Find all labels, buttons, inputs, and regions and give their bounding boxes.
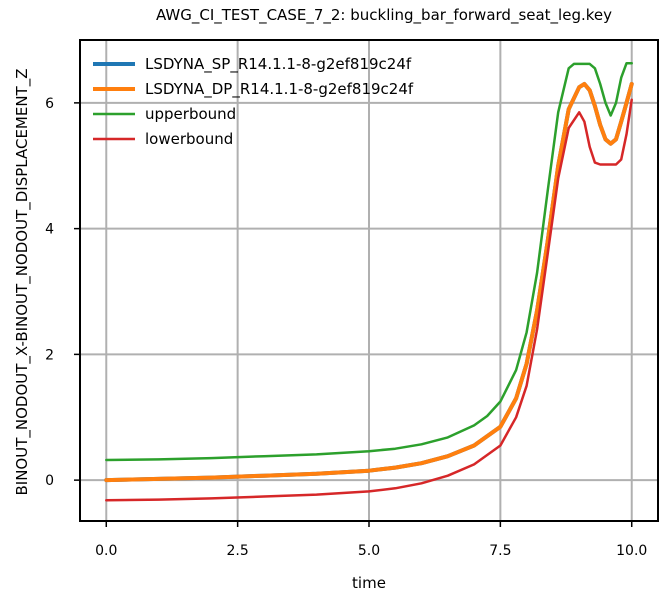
y-tick-label: 6 <box>45 96 54 112</box>
y-tick-label: 2 <box>45 347 54 363</box>
y-axis-label: BINOUT_NODOUT_X-BINOUT_NODOUT_DISPLACEME… <box>13 69 32 496</box>
chart-title: AWG_CI_TEST_CASE_7_2: buckling_bar_forwa… <box>156 6 612 25</box>
series-line-upperbound <box>105 62 633 462</box>
y-tick-label: 4 <box>45 222 54 238</box>
series-lines <box>104 62 634 502</box>
series-line-lowerbound <box>105 98 633 502</box>
legend-label: upperbound <box>145 105 236 123</box>
x-tick-label: 2.5 <box>227 543 249 559</box>
x-tick-label: 5.0 <box>358 543 380 559</box>
legend-label: LSDYNA_DP_R14.1.1-8-g2ef819c24f <box>145 80 414 99</box>
series-line-lsdyna-dp-r14-1-1-8-g2ef819c24f <box>104 82 634 483</box>
legend-label: LSDYNA_SP_R14.1.1-8-g2ef819c24f <box>145 55 412 74</box>
x-tick-label: 7.5 <box>489 543 511 559</box>
legend-label: lowerbound <box>145 130 233 148</box>
y-tick-label: 0 <box>45 473 54 489</box>
x-tick-label: 0.0 <box>95 543 117 559</box>
x-axis-label: time <box>352 574 386 592</box>
x-tick-label: 10.0 <box>616 543 647 559</box>
axis-ticks: 0.0 2.5 5.0 7.5 10.0 0 2 4 6 <box>45 96 647 559</box>
legend: LSDYNA_SP_R14.1.1-8-g2ef819c24f LSDYNA_DP… <box>93 55 414 148</box>
